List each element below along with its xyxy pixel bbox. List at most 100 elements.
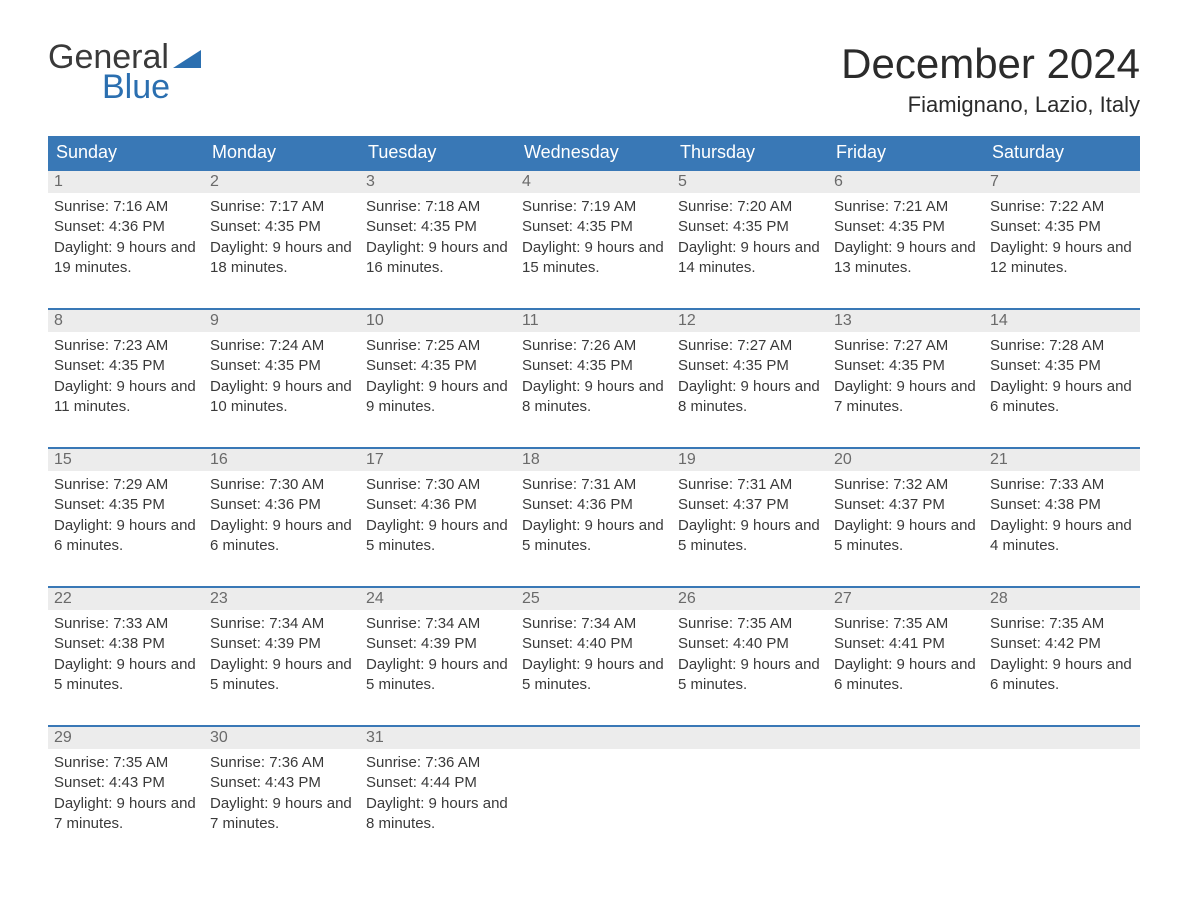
day-number: 3 xyxy=(360,170,516,193)
day-cell: Sunrise: 7:35 AMSunset: 4:41 PMDaylight:… xyxy=(828,610,984,726)
day-cell: Sunrise: 7:23 AMSunset: 4:35 PMDaylight:… xyxy=(48,332,204,448)
daynum-row: 1234567 xyxy=(48,170,1140,193)
content-row: Sunrise: 7:29 AMSunset: 4:35 PMDaylight:… xyxy=(48,471,1140,587)
daylight-text: Daylight: 9 hours and 6 minutes. xyxy=(990,377,1134,418)
day-cell: Sunrise: 7:25 AMSunset: 4:35 PMDaylight:… xyxy=(360,332,516,448)
day-cell: Sunrise: 7:35 AMSunset: 4:40 PMDaylight:… xyxy=(672,610,828,726)
sunrise-text: Sunrise: 7:32 AM xyxy=(834,475,978,495)
day-cell: Sunrise: 7:29 AMSunset: 4:35 PMDaylight:… xyxy=(48,471,204,587)
daylight-text: Daylight: 9 hours and 14 minutes. xyxy=(678,238,822,279)
day-cell: Sunrise: 7:24 AMSunset: 4:35 PMDaylight:… xyxy=(204,332,360,448)
daylight-text: Daylight: 9 hours and 12 minutes. xyxy=(990,238,1134,279)
day-number: 30 xyxy=(204,726,360,749)
daylight-text: Daylight: 9 hours and 5 minutes. xyxy=(522,655,666,696)
sunset-text: Sunset: 4:38 PM xyxy=(990,495,1134,515)
month-title: December 2024 xyxy=(841,40,1140,88)
sunset-text: Sunset: 4:42 PM xyxy=(990,634,1134,654)
sunset-text: Sunset: 4:36 PM xyxy=(366,495,510,515)
sunset-text: Sunset: 4:44 PM xyxy=(366,773,510,793)
daylight-text: Daylight: 9 hours and 8 minutes. xyxy=(678,377,822,418)
day-cell: Sunrise: 7:21 AMSunset: 4:35 PMDaylight:… xyxy=(828,193,984,309)
day-cell: Sunrise: 7:30 AMSunset: 4:36 PMDaylight:… xyxy=(204,471,360,587)
daylight-text: Daylight: 9 hours and 10 minutes. xyxy=(210,377,354,418)
daylight-text: Daylight: 9 hours and 5 minutes. xyxy=(678,655,822,696)
sunset-text: Sunset: 4:40 PM xyxy=(678,634,822,654)
day-number xyxy=(984,726,1140,749)
content-row: Sunrise: 7:35 AMSunset: 4:43 PMDaylight:… xyxy=(48,749,1140,864)
daylight-text: Daylight: 9 hours and 8 minutes. xyxy=(522,377,666,418)
page-header: General Blue December 2024 Fiamignano, L… xyxy=(48,40,1140,118)
day-cell: Sunrise: 7:34 AMSunset: 4:39 PMDaylight:… xyxy=(204,610,360,726)
day-number: 13 xyxy=(828,309,984,332)
weekday-header-row: Sunday Monday Tuesday Wednesday Thursday… xyxy=(48,136,1140,170)
day-cell: Sunrise: 7:34 AMSunset: 4:40 PMDaylight:… xyxy=(516,610,672,726)
sunrise-text: Sunrise: 7:33 AM xyxy=(990,475,1134,495)
daylight-text: Daylight: 9 hours and 5 minutes. xyxy=(834,516,978,557)
sunset-text: Sunset: 4:41 PM xyxy=(834,634,978,654)
sunrise-text: Sunrise: 7:23 AM xyxy=(54,336,198,356)
day-cell: Sunrise: 7:35 AMSunset: 4:43 PMDaylight:… xyxy=(48,749,204,864)
day-number: 12 xyxy=(672,309,828,332)
daylight-text: Daylight: 9 hours and 5 minutes. xyxy=(210,655,354,696)
day-number: 7 xyxy=(984,170,1140,193)
daylight-text: Daylight: 9 hours and 6 minutes. xyxy=(54,516,198,557)
sunrise-text: Sunrise: 7:21 AM xyxy=(834,197,978,217)
day-number: 16 xyxy=(204,448,360,471)
sunset-text: Sunset: 4:36 PM xyxy=(210,495,354,515)
sunrise-text: Sunrise: 7:34 AM xyxy=(210,614,354,634)
day-cell: Sunrise: 7:31 AMSunset: 4:36 PMDaylight:… xyxy=(516,471,672,587)
daylight-text: Daylight: 9 hours and 8 minutes. xyxy=(366,794,510,835)
sunset-text: Sunset: 4:35 PM xyxy=(366,356,510,376)
day-number: 4 xyxy=(516,170,672,193)
daylight-text: Daylight: 9 hours and 6 minutes. xyxy=(210,516,354,557)
daylight-text: Daylight: 9 hours and 5 minutes. xyxy=(366,516,510,557)
day-number: 2 xyxy=(204,170,360,193)
day-cell xyxy=(984,749,1140,864)
day-number xyxy=(828,726,984,749)
daynum-row: 891011121314 xyxy=(48,309,1140,332)
day-number: 9 xyxy=(204,309,360,332)
day-cell: Sunrise: 7:27 AMSunset: 4:35 PMDaylight:… xyxy=(672,332,828,448)
day-cell: Sunrise: 7:27 AMSunset: 4:35 PMDaylight:… xyxy=(828,332,984,448)
sunrise-text: Sunrise: 7:24 AM xyxy=(210,336,354,356)
daylight-text: Daylight: 9 hours and 18 minutes. xyxy=(210,238,354,279)
day-number: 19 xyxy=(672,448,828,471)
flag-icon xyxy=(173,46,201,68)
calendar-table: Sunday Monday Tuesday Wednesday Thursday… xyxy=(48,136,1140,864)
content-row: Sunrise: 7:16 AMSunset: 4:36 PM Daylight:… xyxy=(48,193,1140,309)
day-number: 21 xyxy=(984,448,1140,471)
sunset-text: Sunset: 4:36 PM xyxy=(54,217,198,237)
day-number: 23 xyxy=(204,587,360,610)
daylight-text: Daylight: 9 hours and 5 minutes. xyxy=(522,516,666,557)
daylight-text: Daylight: 9 hours and 9 minutes. xyxy=(366,377,510,418)
sunrise-text: Sunrise: 7:19 AM xyxy=(522,197,666,217)
brand-word2: Blue xyxy=(102,70,201,104)
sunrise-text: Sunrise: 7:35 AM xyxy=(834,614,978,634)
location-label: Fiamignano, Lazio, Italy xyxy=(841,92,1140,118)
daylight-text: Daylight: 9 hours and 5 minutes. xyxy=(54,655,198,696)
weekday-header: Saturday xyxy=(984,136,1140,170)
day-cell: Sunrise: 7:30 AMSunset: 4:36 PMDaylight:… xyxy=(360,471,516,587)
day-number: 22 xyxy=(48,587,204,610)
day-cell xyxy=(516,749,672,864)
day-number: 8 xyxy=(48,309,204,332)
daylight-text: Daylight: 9 hours and 15 minutes. xyxy=(522,238,666,279)
sunrise-text: Sunrise: 7:36 AM xyxy=(210,753,354,773)
sunrise-text: Sunrise: 7:16 AM xyxy=(54,197,198,217)
day-cell: Sunrise: 7:32 AMSunset: 4:37 PMDaylight:… xyxy=(828,471,984,587)
sunset-text: Sunset: 4:35 PM xyxy=(522,217,666,237)
sunrise-text: Sunrise: 7:28 AM xyxy=(990,336,1134,356)
weekday-header: Sunday xyxy=(48,136,204,170)
weekday-header: Tuesday xyxy=(360,136,516,170)
day-number xyxy=(516,726,672,749)
sunset-text: Sunset: 4:37 PM xyxy=(834,495,978,515)
sunset-text: Sunset: 4:35 PM xyxy=(366,217,510,237)
sunrise-text: Sunrise: 7:34 AM xyxy=(366,614,510,634)
sunrise-text: Sunrise: 7:33 AM xyxy=(54,614,198,634)
day-cell: Sunrise: 7:33 AMSunset: 4:38 PMDaylight:… xyxy=(48,610,204,726)
sunset-text: Sunset: 4:43 PM xyxy=(54,773,198,793)
sunset-text: Sunset: 4:35 PM xyxy=(834,217,978,237)
day-cell: Sunrise: 7:35 AMSunset: 4:42 PMDaylight:… xyxy=(984,610,1140,726)
sunrise-text: Sunrise: 7:35 AM xyxy=(990,614,1134,634)
sunrise-text: Sunrise: 7:25 AM xyxy=(366,336,510,356)
